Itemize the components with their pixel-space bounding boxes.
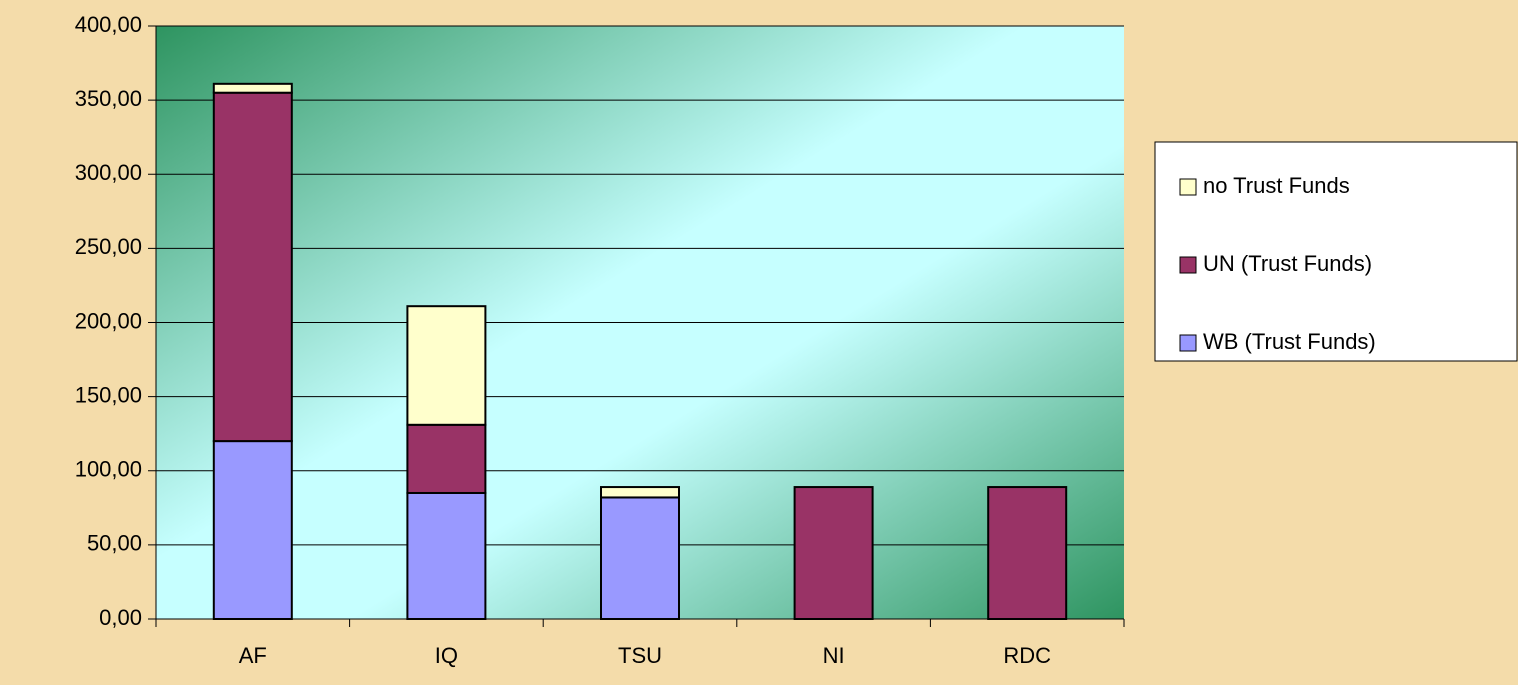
bar-segment (212, 82, 293, 94)
x-tick-label: NI (823, 643, 845, 668)
legend-label: UN (Trust Funds) (1203, 251, 1372, 276)
y-tick-label: 50,00 (87, 531, 142, 556)
y-tick-label: 150,00 (75, 382, 142, 407)
bar-segment (406, 305, 487, 426)
bar-segment (212, 440, 293, 620)
y-tick-label: 250,00 (75, 234, 142, 259)
y-tick-label: 350,00 (75, 86, 142, 111)
bar-segment (987, 486, 1068, 620)
bar-segment (406, 491, 487, 620)
bar-segment (212, 91, 293, 443)
y-tick-label: 0,00 (99, 605, 142, 630)
bar-segment (406, 423, 487, 494)
legend-swatch (1179, 178, 1197, 196)
legend-label: WB (Trust Funds) (1203, 329, 1376, 354)
bar-segment (600, 496, 680, 620)
legend-swatch (1179, 256, 1197, 274)
y-tick-label: 400,00 (75, 12, 142, 37)
y-tick-label: 200,00 (75, 308, 142, 333)
x-tick-label: TSU (618, 643, 662, 668)
x-tick-label: IQ (435, 643, 458, 668)
x-tick-label: RDC (1003, 643, 1051, 668)
y-tick-label: 300,00 (75, 160, 142, 185)
legend (1154, 141, 1518, 362)
legend-swatch (1179, 334, 1197, 352)
legend-label: no Trust Funds (1203, 173, 1350, 198)
bar-segment (600, 486, 680, 499)
bar-segment (793, 486, 874, 620)
y-tick-label: 100,00 (75, 457, 142, 482)
x-tick-label: AF (239, 643, 267, 668)
